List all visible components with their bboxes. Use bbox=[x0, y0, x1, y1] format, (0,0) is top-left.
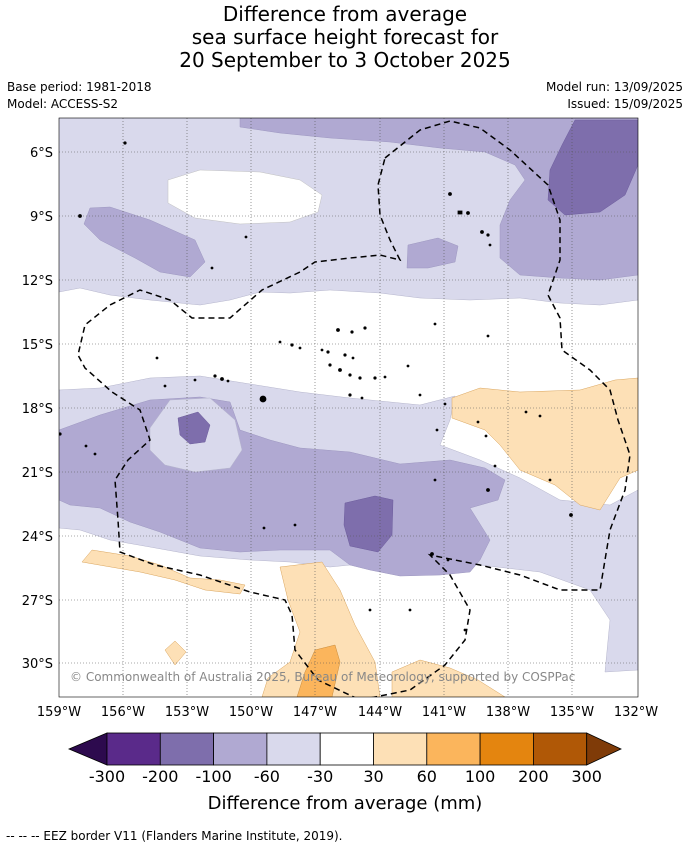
colorbar-tick-label: 300 bbox=[571, 767, 602, 786]
longitude-tick-label: 147°W bbox=[293, 705, 337, 720]
anomaly-region-neutral-north bbox=[167, 169, 323, 225]
colorbar-segment bbox=[266, 732, 321, 766]
colorbar-tick-label: -200 bbox=[142, 767, 178, 786]
colorbar-tick-label: -60 bbox=[254, 767, 280, 786]
issued-date: Issued: 15/09/2025 bbox=[567, 97, 683, 111]
eez-legend: -- -- -- EEZ border V11 (Flanders Marine… bbox=[6, 829, 343, 843]
latitude-tick-label: 15°S bbox=[22, 338, 53, 353]
longitude-tick-label: 159°W bbox=[37, 705, 81, 720]
base-period: Base period: 1981-2018 bbox=[7, 80, 152, 94]
map-title: Difference from average sea surface heig… bbox=[0, 3, 690, 72]
colorbar-segment bbox=[373, 732, 428, 766]
title-line-3: 20 September to 3 October 2025 bbox=[179, 48, 511, 72]
colorbar-label: Difference from average (mm) bbox=[208, 793, 483, 814]
islands bbox=[59, 141, 573, 632]
colorbar-tick-label: 60 bbox=[417, 767, 437, 786]
colorbar-segment bbox=[533, 732, 588, 766]
model-name: Model: ACCESS-S2 bbox=[7, 97, 119, 111]
latitude-tick-label: 9°S bbox=[30, 210, 53, 225]
title-line-2: sea surface height forecast for bbox=[191, 25, 499, 49]
anomaly-region-plus30-small bbox=[164, 640, 187, 666]
copyright-notice: © Commonwealth of Australia 2025, Bureau… bbox=[70, 670, 575, 684]
anomaly-region-minus60-top bbox=[239, 118, 638, 281]
eez-border bbox=[77, 120, 631, 697]
meta-right: Model run: 13/09/2025 Issued: 15/09/2025 bbox=[546, 79, 683, 113]
model-run: Model run: 13/09/2025 bbox=[545, 80, 683, 94]
latitude-labels: 6°S 9°S 12°S 15°S 18°S 21°S 24°S 27°S 30°S bbox=[22, 146, 53, 672]
colorbar-segment bbox=[213, 732, 268, 766]
colorbar: -300 -200 -100 -60 -30 30 60 100 200 300 bbox=[67, 732, 622, 786]
longitude-tick-label: 141°W bbox=[422, 705, 466, 720]
latitude-tick-label: 12°S bbox=[22, 274, 53, 289]
anomaly-region-plus30-southwest bbox=[81, 549, 246, 595]
anomaly-region-plus30-east bbox=[451, 377, 638, 511]
forecast-map: © Commonwealth of Australia 2025, Bureau… bbox=[22, 117, 658, 814]
colorbar-tick-label: 30 bbox=[363, 767, 383, 786]
longitude-tick-label: 153°W bbox=[165, 705, 209, 720]
colorbar-tick-label: 200 bbox=[518, 767, 549, 786]
map-field: © Commonwealth of Australia 2025, Bureau… bbox=[59, 118, 638, 697]
anomaly-region-minus100-west bbox=[177, 411, 211, 445]
anomaly-region-minus100-top-right bbox=[547, 119, 638, 216]
colorbar-segment bbox=[106, 732, 161, 766]
anomaly-region-minus30-north bbox=[59, 118, 638, 306]
latitude-tick-label: 18°S bbox=[22, 402, 53, 417]
anomaly-region-minus60-west bbox=[83, 206, 206, 278]
colorbar-segment bbox=[319, 732, 374, 766]
longitude-tick-label: 156°W bbox=[101, 705, 145, 720]
colorbar-tick-label: -30 bbox=[307, 767, 333, 786]
gridlines bbox=[59, 118, 638, 697]
map-frame bbox=[58, 117, 639, 698]
anomaly-region-minus100-center bbox=[343, 495, 394, 553]
meta-left: Base period: 1981-2018 Model: ACCESS-S2 bbox=[7, 79, 152, 113]
longitude-tick-label: 144°W bbox=[358, 705, 402, 720]
anomaly-region-plus60-south bbox=[296, 644, 341, 697]
longitude-tick-label: 138°W bbox=[486, 705, 530, 720]
colorbar-segment bbox=[159, 732, 215, 766]
colorbar-extend-low bbox=[67, 732, 108, 766]
anomaly-region-plus30-south-east bbox=[391, 659, 506, 697]
latitude-tick-label: 21°S bbox=[22, 466, 53, 481]
colorbar-tick-label: -300 bbox=[89, 767, 125, 786]
longitude-labels: 159°W 156°W 153°W 150°W 147°W 144°W 141°W 138°W… bbox=[37, 705, 658, 720]
anomaly-region-minus60-center bbox=[406, 237, 459, 269]
latitude-tick-label: 24°S bbox=[22, 530, 53, 545]
title-line-1: Difference from average bbox=[222, 2, 468, 26]
latitude-tick-label: 27°S bbox=[22, 594, 53, 609]
longitude-tick-label: 150°W bbox=[229, 705, 273, 720]
colorbar-tick-label: -100 bbox=[195, 767, 231, 786]
colorbar-tick-label: 100 bbox=[465, 767, 496, 786]
longitude-tick-label: 132°W bbox=[614, 705, 658, 720]
longitude-tick-label: 135°W bbox=[550, 705, 594, 720]
colorbar-extend-high bbox=[586, 732, 622, 766]
colorbar-segment bbox=[426, 732, 481, 766]
latitude-tick-label: 6°S bbox=[30, 146, 53, 161]
colorbar-segment bbox=[479, 732, 534, 766]
latitude-tick-label: 30°S bbox=[22, 657, 53, 672]
